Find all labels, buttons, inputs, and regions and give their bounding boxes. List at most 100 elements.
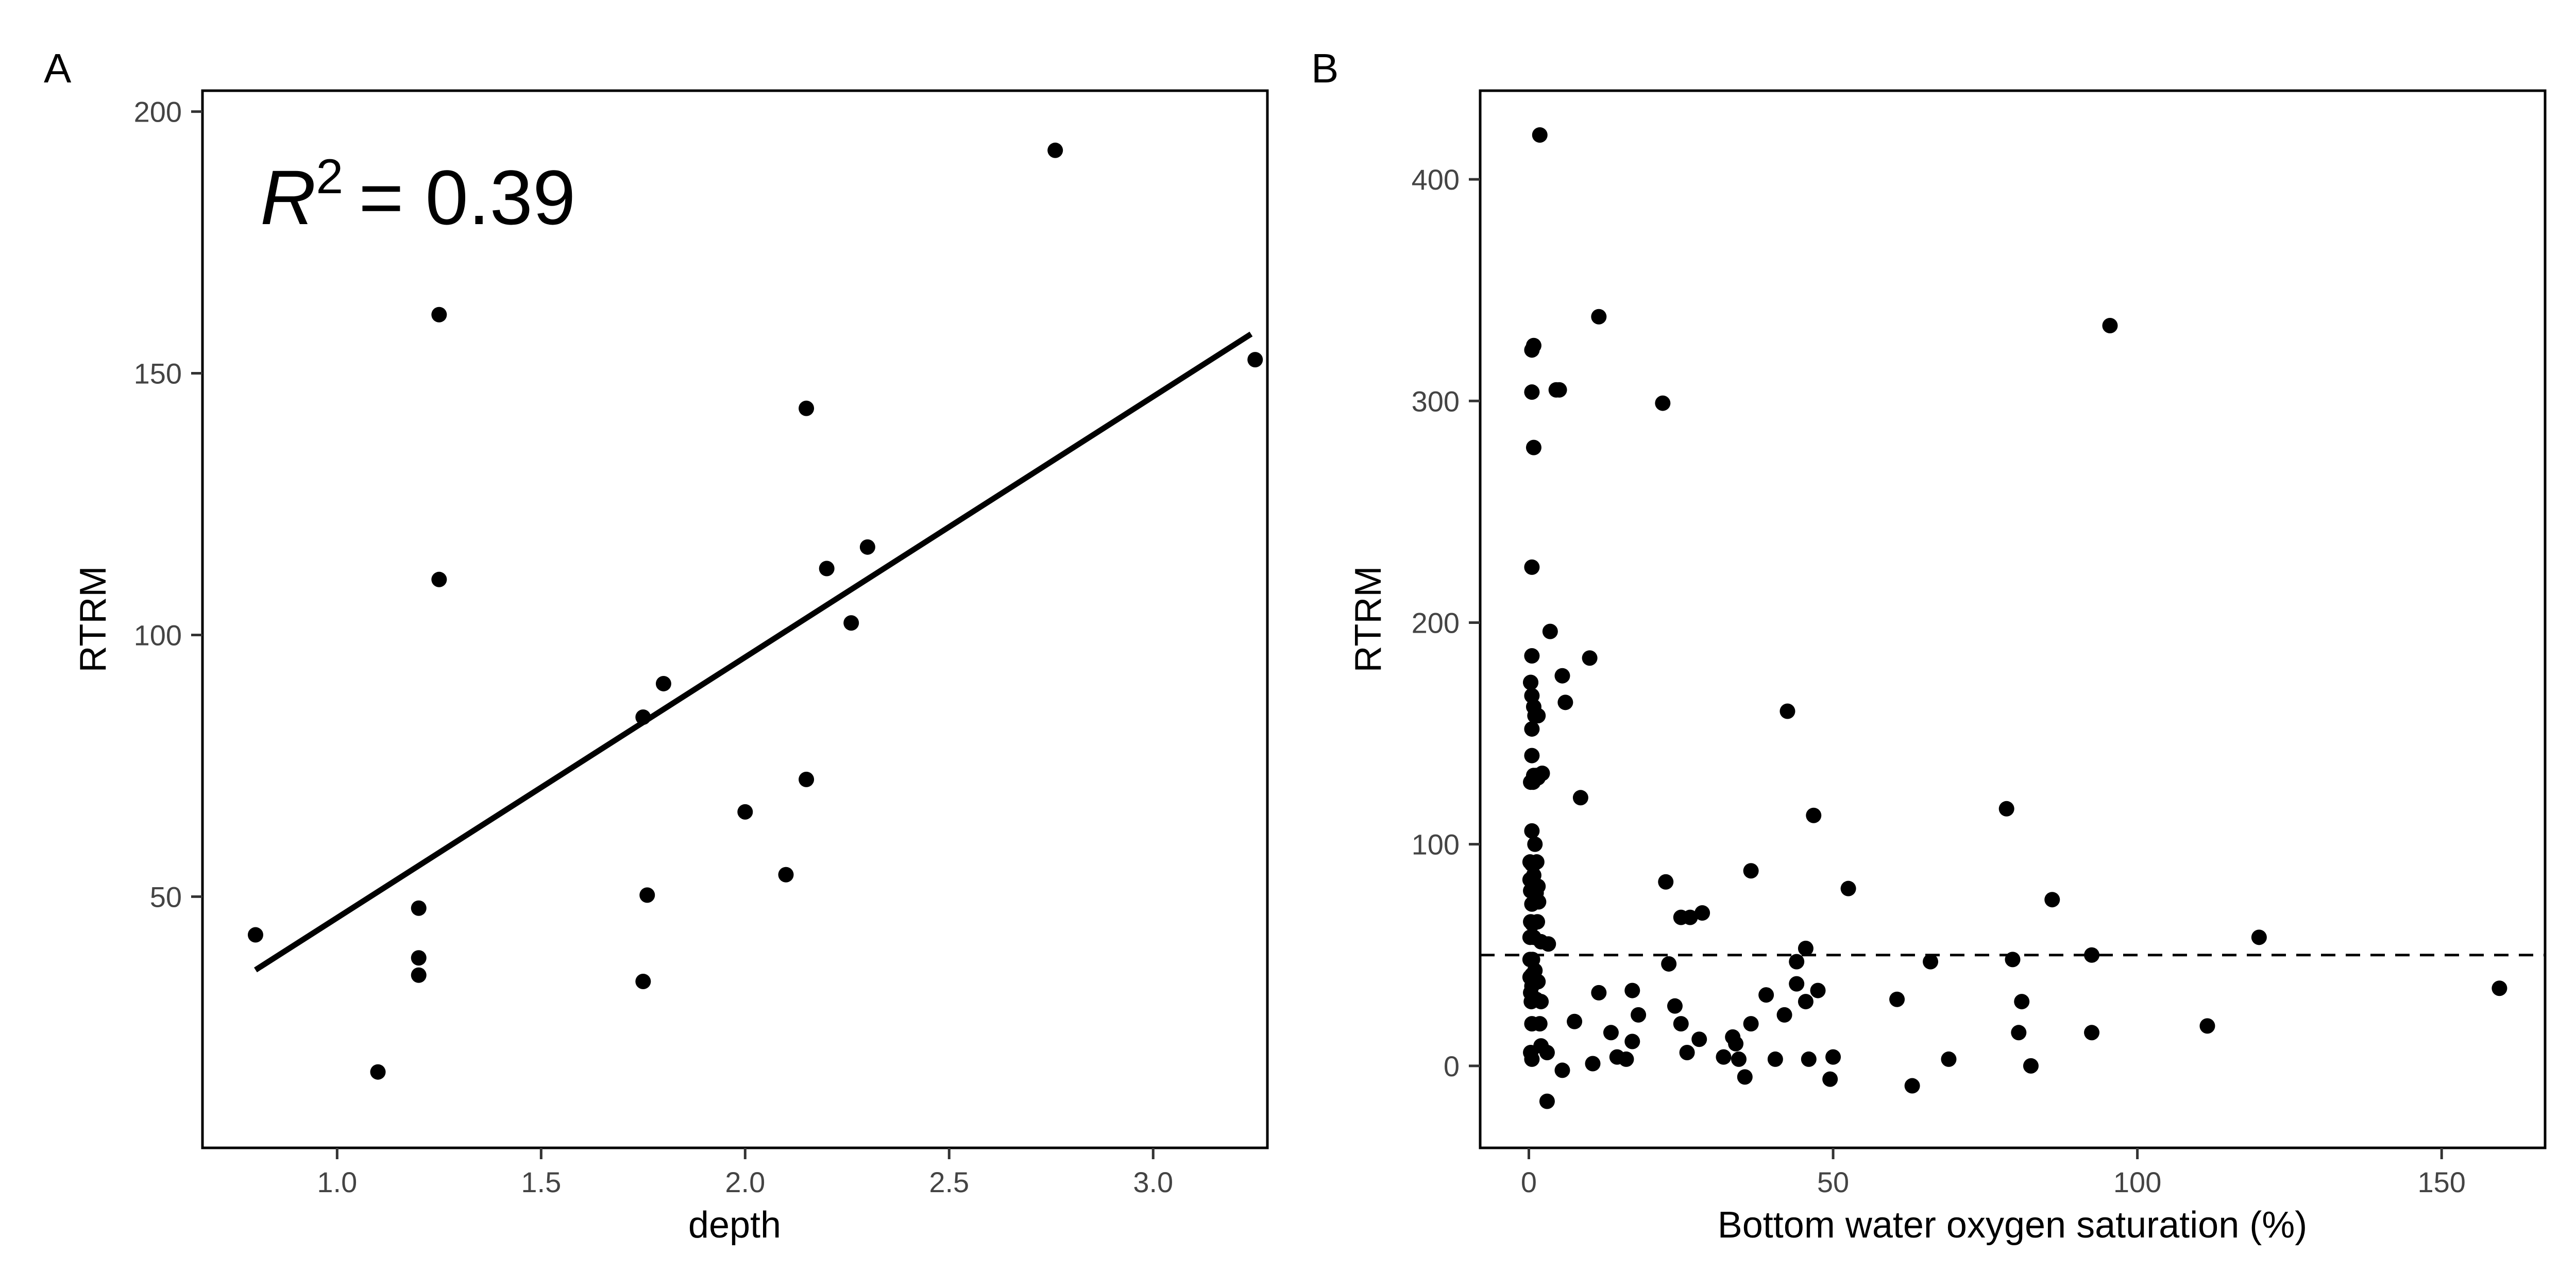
panel-b-data-point [1743,863,1759,879]
panel-b-data-point [1822,1071,1838,1087]
panel-b-data-point [1840,880,1856,896]
panel-b-data-point [1904,1078,1920,1094]
panel-a-data-point [247,927,263,943]
panel-b-data-point [1582,650,1598,666]
panel-b-data-point [1567,1013,1583,1029]
panel-b-data-point [1801,1051,1817,1067]
panel-a-data-point [639,887,655,903]
panel-b-data-point [1539,1045,1555,1061]
panel-a-x-ticks: 1.0 1.5 2.0 2.5 3.0 [317,1148,1173,1198]
panel-b-data-point [1798,940,1814,956]
panel-b-data-point [1658,874,1674,890]
panel-b-data-point [1532,127,1548,143]
panel-a-points [247,142,1263,1080]
panel-b-data-point [1889,991,1905,1007]
panel-a-data-point [411,950,427,966]
panel-b-data-point [1524,1051,1540,1067]
panel-a-data-point [799,771,815,787]
panel-b-data-point [2251,929,2267,945]
panel-b-data-point [2084,1025,2100,1041]
panel-b-data-point [1524,559,1540,575]
panel-b-data-point [1758,987,1774,1003]
panel-b-data-point [1530,770,1546,786]
panel-a-y-axis-title: RTRM [73,566,114,673]
panel-a-data-point [778,867,794,883]
panel-b-data-point [1530,974,1546,990]
panel-b-data-point [1524,721,1540,737]
panel-a-data-point [370,1064,386,1080]
panel-a-y-ticks: 50 100 150 200 [134,96,202,913]
panel-b-data-point [1631,1007,1647,1023]
panel-b-data-point [2011,1025,2027,1041]
panel-b-data-point [1618,1051,1634,1067]
panel-b-y-axis-title: RTRM [1348,566,1389,673]
panel-b-data-point [1941,1051,1957,1067]
panel-b-data-point [1624,982,1640,998]
panel-b-data-point [1585,1056,1601,1072]
panel-b-x-ticks: 0 50 100 150 [1521,1148,2466,1198]
panel-b-data-point [1533,994,1549,1010]
panel-a-x-tick-label: 2.0 [725,1166,765,1198]
panel-a-data-point [859,539,875,555]
panel-b-data-point [1825,1049,1841,1065]
panel-a-data-point [799,400,815,416]
panel-b-label: B [1311,45,1338,91]
panel-b-data-point [1682,909,1698,925]
panel-b-data-point [1923,954,1939,970]
panel-b-data-point [1716,1049,1732,1065]
panel-b-x-tick-label: 150 [2417,1166,2465,1198]
panel-b-data-point [1624,1033,1640,1049]
panel-b-data-point [1737,1069,1753,1085]
panel-b-data-point [1591,985,1607,1001]
r-exponent: 2 [316,149,343,204]
panel-b-data-point [1673,1016,1689,1032]
panel-a-data-point [1247,352,1263,368]
panel-b-data-point [2102,318,2118,333]
panel-b-data-point [1776,1007,1792,1023]
panel-b-data-point [1530,914,1546,930]
panel-a-data-point [843,615,859,631]
panel-b-data-point [1789,976,1805,992]
panel-b-data-point [1591,309,1607,325]
panel-b-data-point [1806,807,1822,823]
r-symbol: R [260,154,316,241]
panel-a-data-point [411,900,427,916]
panel-a-data-point [655,675,671,691]
panel-b-data-point [2492,980,2507,996]
panel-b-data-point [1743,1016,1759,1032]
panel-b-data-point [1540,936,1556,952]
panel-a-y-tick-label: 100 [134,619,182,651]
panel-b-data-point [1524,748,1540,764]
panel-a-data-point [635,709,651,725]
panel-b-data-point [1524,384,1540,400]
panel-b-x-axis-title: Bottom water oxygen saturation (%) [1718,1205,2308,1246]
panel-b-x-tick-label: 50 [1817,1166,1849,1198]
panel-b-data-point [1780,703,1795,719]
panel-a-y-tick-label: 200 [134,96,182,128]
panel-b-data-point [1694,905,1710,921]
panel-b-y-tick-label: 300 [1412,385,1460,417]
panel-b-data-point [1530,708,1546,724]
panel-b-data-point [1554,1062,1570,1078]
panel-b-data-point [1557,694,1573,710]
panel-b-data-point [2084,947,2100,963]
panel-b-data-point [1679,1045,1695,1061]
panel-a-x-tick-label: 2.5 [929,1166,969,1198]
panel-b-data-point [2005,952,2021,968]
r-squared-value: = 0.39 [359,154,575,241]
panel-a-plot-frame [201,89,1269,1149]
panel-b-y-tick-label: 200 [1412,606,1460,639]
panel-b-data-point [1728,1036,1744,1052]
panel-b-data-point [1524,823,1540,839]
panel-b-data-point [1603,1025,1619,1041]
panel-b-scatter: B 0 50 100 150 0 100 200 300 400 Bottom water o… [1311,45,2547,1246]
panel-b-data-point [1667,998,1683,1014]
panel-b-data-point [1551,382,1567,398]
panel-a-x-tick-label: 3.0 [1133,1166,1173,1198]
panel-b-data-point [1529,854,1545,870]
panel-b-data-point [1523,674,1539,690]
panel-a-scatter: A 1.0 1.5 2.0 2.5 3.0 50 100 150 200 R2 = 0.39 d… [44,45,1269,1246]
panel-b-data-point [1810,982,1826,998]
panel-a-x-tick-label: 1.0 [317,1166,357,1198]
